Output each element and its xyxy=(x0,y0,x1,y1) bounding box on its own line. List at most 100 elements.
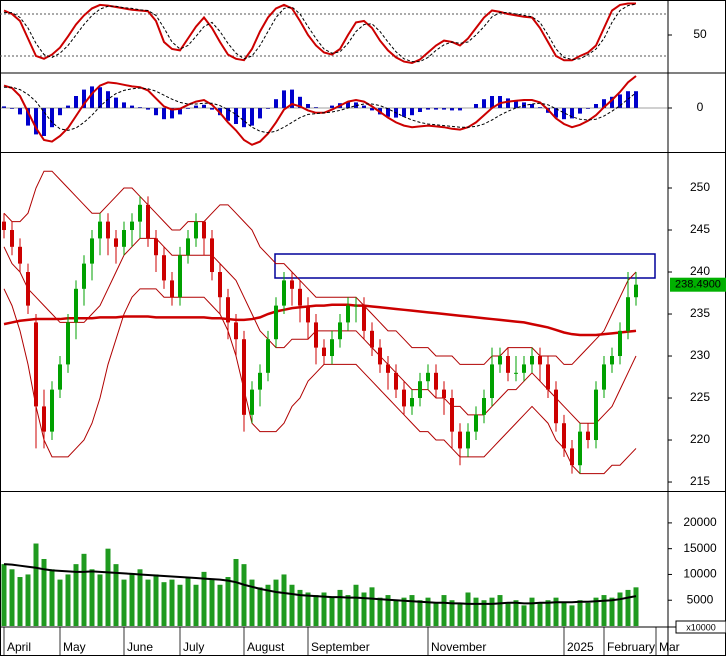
histogram-bar xyxy=(562,108,566,120)
candle-body xyxy=(362,305,366,331)
candle-body xyxy=(202,221,206,239)
candle-body xyxy=(458,431,462,449)
histogram-bar xyxy=(410,108,414,116)
histogram-bar xyxy=(530,104,534,108)
candle-body xyxy=(210,238,214,273)
volume-bar xyxy=(369,587,375,626)
volume-bar xyxy=(449,600,455,626)
candle-body xyxy=(170,280,174,298)
candle-body xyxy=(314,322,318,348)
candle-body xyxy=(386,364,390,373)
histogram-bar xyxy=(450,108,454,111)
volume-bar xyxy=(201,571,207,626)
histogram-bar xyxy=(130,105,134,108)
candle-body xyxy=(82,263,86,289)
histogram-bar xyxy=(538,107,542,108)
candle-body xyxy=(546,364,550,390)
histogram-bar xyxy=(258,108,262,119)
volume-bar xyxy=(617,592,623,626)
candle-body xyxy=(394,372,398,390)
histogram-bar xyxy=(186,108,190,109)
histogram-bar xyxy=(482,99,486,108)
y-tick-label: 250 xyxy=(690,180,710,194)
volume-bar xyxy=(81,553,87,626)
volume-bar xyxy=(161,582,167,626)
histogram-bar xyxy=(594,104,598,108)
volume-bar xyxy=(553,597,559,626)
x-tick-label: June xyxy=(127,640,153,654)
x-tick-label: July xyxy=(183,640,204,654)
histogram-bar xyxy=(362,105,366,108)
volume-bar xyxy=(265,584,271,626)
volume-bar xyxy=(25,574,31,626)
y-tick-label: 10000 xyxy=(683,567,717,581)
candle-body xyxy=(298,288,302,306)
volume-bar xyxy=(465,592,471,626)
volume-bar xyxy=(529,597,535,626)
histogram-bar xyxy=(386,108,390,117)
candle-body xyxy=(50,389,54,432)
histogram-bar xyxy=(162,108,166,120)
candle-body xyxy=(90,238,94,264)
histogram-bar xyxy=(554,108,558,118)
candle-body xyxy=(66,322,70,365)
volume-bar xyxy=(377,597,383,626)
x-tick-label: November xyxy=(431,640,486,654)
histogram-bar xyxy=(314,107,318,108)
histogram-bar xyxy=(178,108,182,115)
histogram-bar xyxy=(298,96,302,108)
volume-bar xyxy=(89,569,95,626)
indicator-line xyxy=(3,170,637,365)
x-tick-label: September xyxy=(311,640,370,654)
volume-bar xyxy=(593,597,599,626)
histogram-bar xyxy=(90,86,94,108)
y-tick-label: 235 xyxy=(690,306,710,320)
volume-bar xyxy=(9,569,15,626)
volume-bar xyxy=(425,597,431,626)
volume-bar xyxy=(49,569,55,626)
candle-body xyxy=(154,238,158,256)
histogram-bar xyxy=(626,91,630,108)
candle-body xyxy=(274,305,278,340)
volume-bar xyxy=(313,595,319,626)
candle-body xyxy=(74,288,78,323)
volume-bar xyxy=(481,600,487,626)
histogram-bar xyxy=(234,108,238,124)
volume-bar xyxy=(489,597,495,626)
histogram-bar xyxy=(66,105,70,108)
candle-body xyxy=(98,221,102,239)
volume-bar xyxy=(409,595,415,626)
candle-body xyxy=(514,372,518,374)
histogram-bar xyxy=(274,99,278,108)
volume-bar xyxy=(153,574,159,626)
candle-body xyxy=(626,297,630,331)
y-tick-label: 230 xyxy=(690,348,710,362)
candle-body xyxy=(594,389,598,441)
candle-body xyxy=(178,255,182,298)
histogram-bar xyxy=(98,87,102,108)
volume-bar xyxy=(273,579,279,626)
volume-bar xyxy=(73,564,79,626)
volume-bar xyxy=(209,579,215,626)
histogram-bar xyxy=(346,101,350,108)
candle-body xyxy=(42,406,46,432)
candle-body xyxy=(26,272,30,306)
candle-body xyxy=(234,322,238,340)
indicator-line xyxy=(3,303,637,337)
y-tick-label: 50 xyxy=(693,27,707,41)
candle-body xyxy=(570,448,574,466)
candle-body xyxy=(306,305,310,323)
candle-body xyxy=(282,280,286,306)
candle-body xyxy=(226,297,230,323)
candle-body xyxy=(218,272,222,298)
histogram-bar xyxy=(82,89,86,108)
y-tick-label: 5000 xyxy=(687,592,714,606)
volume-bar xyxy=(65,574,71,626)
volume-bar xyxy=(569,605,575,626)
volume-bar xyxy=(345,595,351,626)
candle-body xyxy=(418,381,422,399)
histogram-bar xyxy=(26,108,30,126)
histogram-bar xyxy=(330,105,334,108)
volume-bar xyxy=(521,605,527,626)
x-tick-label: 2025 xyxy=(567,640,594,654)
